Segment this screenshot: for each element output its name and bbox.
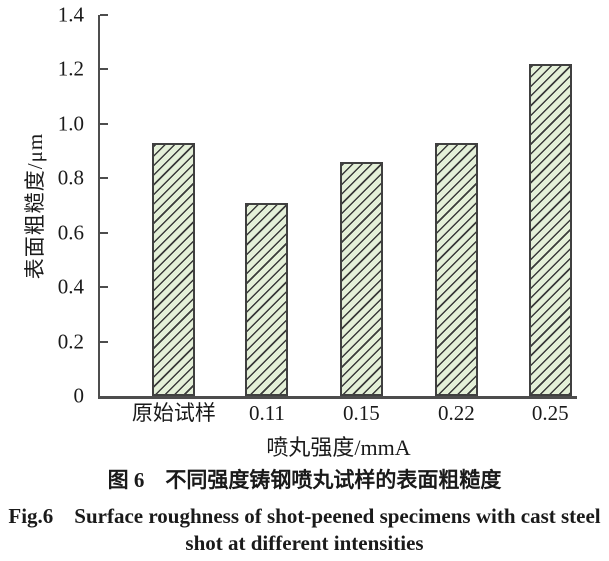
plot-area: [98, 14, 577, 399]
y-axis-tick: [100, 122, 108, 125]
caption-english-line2: shot at different intensities: [185, 531, 424, 555]
y-tick-label: 1.2: [57, 56, 84, 81]
y-tick-label: 0: [73, 383, 85, 408]
y-tick-label: 0.6: [57, 220, 84, 245]
bar-0.22: [434, 142, 478, 396]
y-axis-tick: [100, 14, 108, 16]
x-tick-label: 0.11: [248, 401, 285, 425]
x-tick-label: 0.25: [531, 401, 569, 425]
y-axis-tick: [100, 340, 108, 343]
x-tick-label: 0.15: [343, 401, 380, 425]
y-tick-label: 1.4: [57, 2, 84, 27]
x-axis-title: 喷丸强度/mmA: [266, 435, 411, 460]
y-tick-labels: 0 0.2 0.4 0.6 0.8 1.0 1.2 1.4: [0, 4, 92, 406]
y-axis-tick: [100, 286, 108, 289]
y-axis-tick: [100, 68, 108, 71]
y-tick-label: 0.4: [57, 274, 84, 299]
bar-0.11: [245, 202, 289, 396]
x-tick-labels: 原始试样 0.11 0.15 0.22 0.25: [100, 401, 577, 428]
x-tick-label: 0.22: [437, 401, 475, 425]
bar-原始试样: [152, 142, 196, 396]
bar-0.25: [528, 64, 572, 396]
y-axis-tick: [100, 231, 108, 234]
caption-english-line1: Fig.6 Surface roughness of shot-peened s…: [8, 504, 601, 528]
bar-0.15: [339, 161, 383, 396]
y-tick-label: 1.0: [57, 111, 84, 136]
y-tick-label: 0.8: [57, 165, 84, 190]
caption-chinese: 图 6 不同强度铸钢喷丸试样的表面粗糙度: [107, 468, 502, 492]
y-tick-label: 0.2: [57, 329, 84, 354]
x-tick-label: 原始试样: [131, 401, 216, 425]
y-axis-tick: [100, 177, 108, 180]
